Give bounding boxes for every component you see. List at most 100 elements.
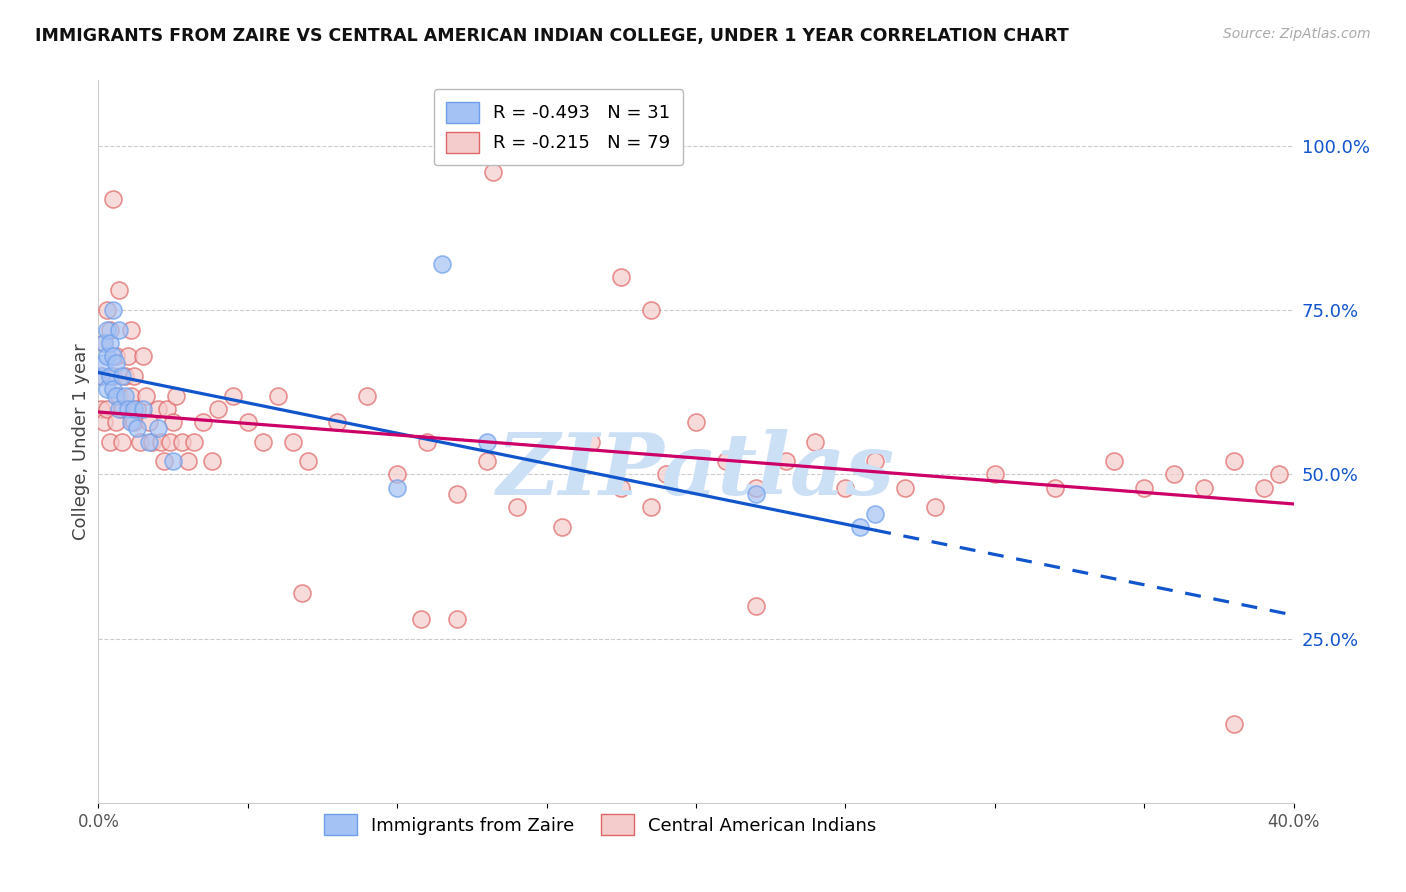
- Point: [96, 401, 118, 416]
- Point: [475, 454, 498, 468]
- Point: [236, 415, 259, 429]
- Point: [129, 434, 152, 449]
- Point: [172, 434, 194, 449]
- Point: [714, 454, 737, 468]
- Point: [124, 401, 146, 416]
- Point: [482, 165, 505, 179]
- Point: [894, 481, 917, 495]
- Point: [162, 415, 184, 429]
- Point: [108, 388, 131, 402]
- Point: [281, 434, 304, 449]
- Point: [1192, 481, 1215, 495]
- Point: [141, 434, 163, 449]
- Point: [1267, 467, 1289, 482]
- Point: [98, 368, 122, 383]
- Point: [201, 454, 224, 468]
- Point: [103, 303, 125, 318]
- Point: [775, 454, 797, 468]
- Point: [103, 368, 125, 383]
- Point: [114, 368, 136, 383]
- Point: [1223, 454, 1246, 468]
- Point: [640, 500, 662, 515]
- Point: [1253, 481, 1275, 495]
- Point: [446, 487, 468, 501]
- Point: [162, 454, 184, 468]
- Point: [581, 434, 603, 449]
- Point: [550, 520, 572, 534]
- Point: [124, 415, 146, 429]
- Point: [267, 388, 290, 402]
- Point: [132, 401, 155, 416]
- Point: [849, 520, 872, 534]
- Point: [114, 388, 136, 402]
- Text: ZIPatlas: ZIPatlas: [496, 429, 896, 512]
- Point: [159, 434, 181, 449]
- Point: [640, 303, 662, 318]
- Point: [1163, 467, 1185, 482]
- Point: [105, 349, 128, 363]
- Point: [93, 336, 115, 351]
- Point: [252, 434, 274, 449]
- Point: [610, 481, 633, 495]
- Point: [745, 487, 768, 501]
- Point: [804, 434, 827, 449]
- Point: [385, 481, 409, 495]
- Point: [150, 434, 173, 449]
- Text: Source: ZipAtlas.com: Source: ZipAtlas.com: [1223, 27, 1371, 41]
- Point: [98, 323, 122, 337]
- Point: [416, 434, 439, 449]
- Point: [326, 415, 349, 429]
- Point: [96, 349, 118, 363]
- Point: [105, 388, 128, 402]
- Point: [111, 368, 134, 383]
- Point: [90, 401, 112, 416]
- Point: [111, 434, 134, 449]
- Point: [135, 388, 157, 402]
- Point: [93, 415, 115, 429]
- Point: [148, 401, 170, 416]
- Point: [103, 382, 125, 396]
- Point: [356, 388, 378, 402]
- Point: [685, 415, 707, 429]
- Point: [90, 368, 112, 383]
- Point: [1043, 481, 1066, 495]
- Point: [834, 481, 856, 495]
- Point: [96, 303, 118, 318]
- Point: [103, 349, 125, 363]
- Point: [745, 599, 768, 613]
- Point: [506, 500, 529, 515]
- Point: [120, 323, 142, 337]
- Point: [108, 401, 131, 416]
- Point: [127, 401, 149, 416]
- Point: [291, 585, 314, 599]
- Point: [411, 612, 433, 626]
- Point: [105, 415, 128, 429]
- Point: [138, 415, 160, 429]
- Point: [430, 257, 453, 271]
- Point: [124, 368, 146, 383]
- Point: [655, 467, 678, 482]
- Point: [745, 481, 768, 495]
- Point: [103, 192, 125, 206]
- Point: [191, 415, 214, 429]
- Point: [93, 336, 115, 351]
- Point: [98, 336, 122, 351]
- Point: [138, 434, 160, 449]
- Point: [120, 388, 142, 402]
- Legend: Immigrants from Zaire, Central American Indians: Immigrants from Zaire, Central American …: [315, 805, 886, 845]
- Point: [207, 401, 229, 416]
- Point: [117, 401, 139, 416]
- Point: [177, 454, 200, 468]
- Point: [984, 467, 1007, 482]
- Point: [610, 270, 633, 285]
- Point: [446, 612, 468, 626]
- Point: [127, 421, 149, 435]
- Point: [108, 323, 131, 337]
- Point: [108, 284, 131, 298]
- Point: [105, 356, 128, 370]
- Point: [865, 454, 887, 468]
- Point: [96, 323, 118, 337]
- Point: [117, 349, 139, 363]
- Point: [924, 500, 946, 515]
- Y-axis label: College, Under 1 year: College, Under 1 year: [72, 343, 90, 540]
